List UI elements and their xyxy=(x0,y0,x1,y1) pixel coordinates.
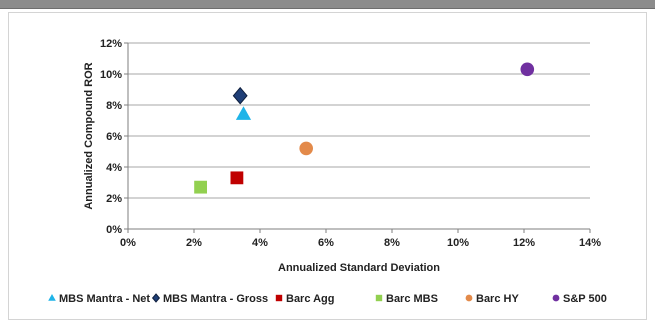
legend-marker-barc-hy xyxy=(465,294,473,302)
legend-marker-s-p-500 xyxy=(552,294,560,302)
y-axis-title: Annualized Compound ROR xyxy=(83,62,95,209)
x-tick-label-2: 4% xyxy=(252,237,268,249)
legend-marker-mbs-mantra-net xyxy=(48,294,56,301)
point-mbs-mantra-net xyxy=(235,106,252,120)
legend-marker-mbs-mantra-gross xyxy=(151,293,161,303)
y-tick-label-2: 4% xyxy=(106,162,122,174)
x-axis-ticks: 0% 2% 4% 6% 8% 10% 12% 14% xyxy=(120,229,601,249)
legend-marker-barc-agg xyxy=(275,294,283,302)
y-tick-label-6: 12% xyxy=(100,38,122,50)
legend: MBS Mantra - Net MBS Mantra - Gross Barc A… xyxy=(48,293,607,305)
window-top-bar xyxy=(0,0,655,9)
data-points xyxy=(194,62,535,194)
y-axis-ticks: 0% 2% 4% 6% 8% 10% 12% xyxy=(100,38,128,236)
x-tick-label-7: 14% xyxy=(579,237,601,249)
grid-lines xyxy=(128,42,590,199)
x-axis-title: Annualized Standard Deviation xyxy=(278,262,440,274)
point-barc-mbs xyxy=(194,180,207,194)
point-barc-agg xyxy=(230,171,244,185)
point-s-p-500 xyxy=(520,62,535,77)
x-tick-label-1: 2% xyxy=(186,237,202,249)
y-tick-label-5: 10% xyxy=(100,69,122,81)
legend-label-s-p-500: S&P 500 xyxy=(563,293,607,305)
legend-label-mbs-mantra-net: MBS Mantra - Net xyxy=(59,293,150,305)
legend-label-mbs-mantra-gross: MBS Mantra - Gross xyxy=(163,293,268,305)
x-tick-label-5: 10% xyxy=(447,237,469,249)
legend-marker-barc-mbs xyxy=(375,294,383,302)
y-tick-label-1: 2% xyxy=(106,193,122,205)
chart-container xyxy=(8,12,647,320)
x-tick-label-3: 6% xyxy=(318,237,334,249)
legend-label-barc-agg: Barc Agg xyxy=(286,293,335,305)
x-tick-label-4: 8% xyxy=(384,237,400,249)
legend-label-barc-mbs: Barc MBS xyxy=(386,293,438,305)
point-mbs-mantra-gross xyxy=(232,86,248,105)
x-tick-label-0: 0% xyxy=(120,237,136,249)
y-tick-label-0: 0% xyxy=(106,224,122,236)
y-tick-label-4: 8% xyxy=(106,100,122,112)
x-tick-label-6: 12% xyxy=(513,237,535,249)
point-barc-hy xyxy=(299,141,314,156)
y-tick-label-3: 6% xyxy=(106,131,122,143)
legend-label-barc-hy: Barc HY xyxy=(476,293,519,305)
